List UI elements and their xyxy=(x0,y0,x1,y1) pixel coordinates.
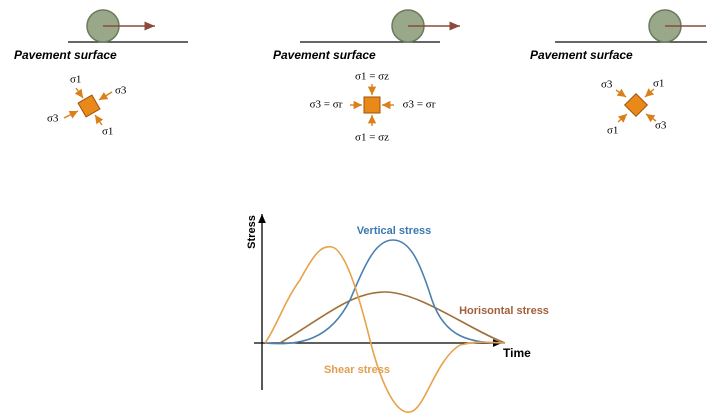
stress-label: σ3 xyxy=(601,79,613,91)
stress-arrow xyxy=(94,114,104,126)
x-axis-label: Time xyxy=(503,346,531,360)
stress-label: σ3 = σr xyxy=(310,99,343,111)
curve-label: Shear stress xyxy=(324,364,390,376)
panel: Pavement surface σ3 σ1 σ1 σ3 xyxy=(530,9,707,137)
element xyxy=(77,94,101,118)
stress-label: σ1 xyxy=(653,78,664,90)
stress-label: σ1 xyxy=(607,125,618,137)
stress-arrow xyxy=(645,113,657,123)
shear-curve xyxy=(264,245,506,413)
stress-label: σ3 xyxy=(47,113,59,125)
curve-label: Vertical stress xyxy=(357,225,432,237)
stress-label: σ3 xyxy=(115,85,127,97)
curve-label: Horisontal stress xyxy=(459,305,549,317)
stress-label: σ1 = σz xyxy=(355,71,389,83)
stress-label: σ1 = σz xyxy=(355,132,389,144)
horizontal-curve xyxy=(279,291,506,344)
stress-graph: Stress Time Vertical stress Horisontal s… xyxy=(246,214,549,413)
panel: Pavement surface σ1 = σz σ3 = σr σ3 = σr… xyxy=(273,9,460,144)
element xyxy=(363,96,381,114)
stress-arrow xyxy=(644,88,655,98)
element xyxy=(623,92,649,118)
stress-label: σ3 xyxy=(655,120,667,132)
y-axis-label: Stress xyxy=(246,215,258,249)
stress-arrow xyxy=(617,113,628,123)
vertical-curve xyxy=(264,239,506,345)
stress-arrow xyxy=(98,91,113,101)
stress-label: σ1 xyxy=(102,126,113,138)
panel-label: Pavement surface xyxy=(530,48,633,62)
stress-label: σ3 = σr xyxy=(403,99,436,111)
stress-label: σ1 xyxy=(70,74,81,86)
panel: Pavement surface σ1 σ3 σ3 σ1 xyxy=(14,9,188,138)
stress-arrow xyxy=(615,88,627,98)
stress-arrow xyxy=(74,87,84,99)
stress-arrow xyxy=(63,110,79,119)
panel-label: Pavement surface xyxy=(273,48,376,62)
panel-label: Pavement surface xyxy=(14,48,117,62)
